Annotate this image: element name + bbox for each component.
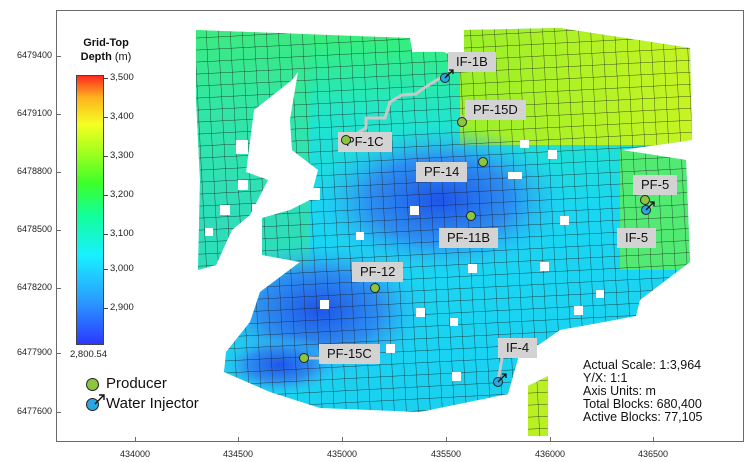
y-tick-label: 6478500 — [16, 224, 52, 234]
well-label-pf-11b[interactable]: PF-11B — [439, 228, 499, 248]
y-tick-mark — [56, 412, 61, 413]
y-tick-label: 6479100 — [16, 108, 52, 118]
well-label-pf-1c[interactable]: PF-1C — [338, 132, 392, 152]
y-tick-label: 6478800 — [16, 166, 52, 176]
well-label-if-5[interactable]: IF-5 — [617, 228, 657, 248]
well-label-if-1b[interactable]: IF-1B — [448, 52, 496, 72]
producer-well-marker[interactable] — [457, 117, 467, 127]
colorbar-min-label: 2,800.54 — [70, 349, 107, 360]
grid-info-panel: Actual Scale: 1:3,964 Y/X: 1:1 Axis Unit… — [583, 359, 703, 424]
colorbar-tick-label: 3,300 — [110, 150, 134, 161]
legend-producer-label: Producer — [106, 375, 167, 392]
injector-arrow-icon — [645, 201, 655, 211]
x-tick-mark — [446, 437, 447, 442]
colorbar-title: Grid-Top Depth (m) — [66, 36, 146, 64]
producer-well-marker[interactable] — [299, 353, 309, 363]
x-tick-mark — [550, 437, 551, 442]
y-tick-label: 6477900 — [16, 347, 52, 357]
x-tick-label: 434000 — [119, 449, 151, 459]
colorbar-tick-mark — [104, 234, 108, 235]
colorbar-title-line1: Grid-Top — [83, 37, 129, 49]
active-blocks: Active Blocks: 77,105 — [583, 410, 703, 424]
well-label-pf-15d[interactable]: PF-15D — [465, 100, 526, 120]
y-tick-label: 6477600 — [16, 406, 52, 416]
colorbar-tick-mark — [104, 195, 108, 196]
well-label-pf-12[interactable]: PF-12 — [352, 262, 404, 282]
x-tick-label: 436500 — [637, 449, 669, 459]
well-label-pf-14[interactable]: PF-14 — [416, 162, 468, 182]
colorbar-tick-label: 3,400 — [110, 111, 134, 122]
y-tick-mark — [56, 56, 61, 57]
colorbar-tick-mark — [104, 269, 108, 270]
y-tick-mark — [56, 114, 61, 115]
injector-arrow-icon — [444, 69, 454, 79]
well-label-if-4[interactable]: IF-4 — [498, 338, 538, 358]
legend-injector-label: Water Injector — [106, 395, 199, 412]
y-tick-mark — [56, 288, 61, 289]
producer-well-marker[interactable] — [341, 135, 351, 145]
axis-units: Axis Units: m — [583, 384, 656, 398]
producer-well-marker[interactable] — [478, 157, 488, 167]
water-injector-icon — [86, 398, 99, 411]
colorbar-tick-label: 3,200 — [110, 189, 134, 200]
x-tick-mark — [653, 437, 654, 442]
x-tick-mark — [342, 437, 343, 442]
y-tick-label: 6478200 — [16, 282, 52, 292]
plot-area-border — [56, 10, 744, 442]
colorbar-tick-label: 3,500 — [110, 72, 134, 83]
well-label-pf-15c[interactable]: PF-15C — [319, 344, 380, 364]
colorbar-title-line2: Depth — [80, 51, 112, 63]
colorbar-unit: (m) — [114, 51, 132, 63]
depth-colorbar — [76, 75, 104, 345]
producer-well-marker[interactable] — [370, 283, 380, 293]
x-tick-label: 435500 — [430, 449, 462, 459]
x-tick-label: 435000 — [326, 449, 358, 459]
x-tick-mark — [135, 437, 136, 442]
injector-arrow-icon — [497, 373, 507, 383]
colorbar-tick-label: 3,000 — [110, 263, 134, 274]
well-label-pf-5[interactable]: PF-5 — [633, 175, 678, 195]
actual-scale: Actual Scale: 1:3,964 — [583, 358, 702, 372]
producer-well-marker[interactable] — [640, 195, 650, 205]
colorbar-tick-mark — [104, 308, 108, 309]
injector-arrow-icon — [94, 394, 105, 405]
colorbar-tick-mark — [104, 78, 108, 79]
total-blocks: Total Blocks: 680,400 — [583, 397, 702, 411]
yx-ratio: Y/X: 1:1 — [583, 371, 628, 385]
x-tick-mark — [238, 437, 239, 442]
y-tick-label: 6479400 — [16, 50, 52, 60]
y-tick-mark — [56, 353, 61, 354]
colorbar-tick-label: 2,900 — [110, 302, 134, 313]
colorbar-tick-mark — [104, 117, 108, 118]
x-tick-label: 434500 — [222, 449, 254, 459]
producer-icon — [86, 378, 99, 391]
y-tick-mark — [56, 230, 61, 231]
colorbar-tick-mark — [104, 156, 108, 157]
x-tick-label: 436000 — [534, 449, 566, 459]
colorbar-tick-label: 3,100 — [110, 228, 134, 239]
producer-well-marker[interactable] — [466, 211, 476, 221]
y-tick-mark — [56, 172, 61, 173]
